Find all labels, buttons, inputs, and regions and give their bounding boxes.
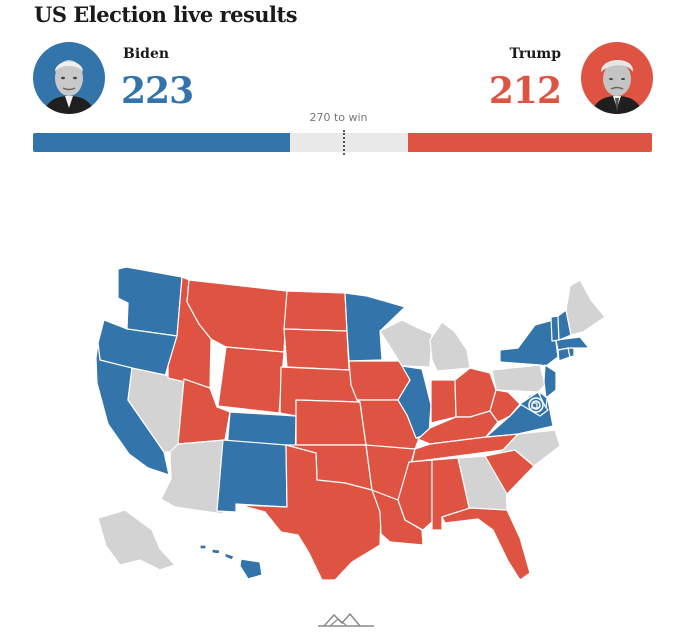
state-wi[interactable]	[379, 319, 433, 368]
state-mi[interactable]	[429, 321, 471, 372]
state-me[interactable]	[565, 279, 606, 336]
state-ny[interactable]	[499, 319, 559, 367]
biden-name: Biden	[123, 46, 170, 62]
electoral-vote-bar	[33, 133, 652, 152]
dc-ring	[531, 400, 541, 410]
state-hi[interactable]	[199, 544, 263, 580]
state-sd[interactable]	[283, 328, 350, 371]
state-az[interactable]	[160, 439, 226, 515]
state-ak[interactable]	[97, 509, 176, 571]
state-fl[interactable]	[441, 507, 531, 581]
state-il[interactable]	[397, 365, 432, 439]
state-nd[interactable]	[283, 290, 348, 332]
trump-bar-fill	[408, 133, 652, 152]
us-election-map	[95, 266, 606, 581]
trump-electoral-votes: 212	[488, 70, 562, 112]
state-wa[interactable]	[117, 266, 183, 337]
biden-electoral-votes: 223	[121, 70, 194, 112]
trump-name: Trump	[509, 46, 561, 62]
state-wy[interactable]	[217, 346, 285, 414]
biden-avatar	[33, 42, 105, 114]
trump-avatar	[581, 42, 653, 114]
state-tx[interactable]	[239, 444, 382, 581]
dc-ring	[528, 397, 544, 413]
trump-portrait-icon	[581, 42, 653, 114]
state-mn[interactable]	[344, 292, 406, 362]
mountain-logo-icon	[318, 610, 374, 634]
state-nj[interactable]	[543, 364, 557, 399]
biden-bar-fill	[33, 133, 290, 152]
state-nm[interactable]	[216, 439, 288, 513]
page-title: US Election live results	[34, 2, 298, 27]
state-pa[interactable]	[491, 364, 546, 393]
state-ca[interactable]	[95, 342, 170, 476]
state-nc[interactable]	[484, 429, 561, 467]
state-ma[interactable]	[555, 336, 590, 351]
state-in[interactable]	[430, 379, 457, 424]
dc-marker	[528, 397, 544, 413]
biden-portrait-icon	[33, 42, 105, 114]
state-ks[interactable]	[295, 399, 367, 446]
win-threshold-label: 270 to win	[309, 111, 368, 124]
win-threshold-marker	[343, 130, 345, 155]
